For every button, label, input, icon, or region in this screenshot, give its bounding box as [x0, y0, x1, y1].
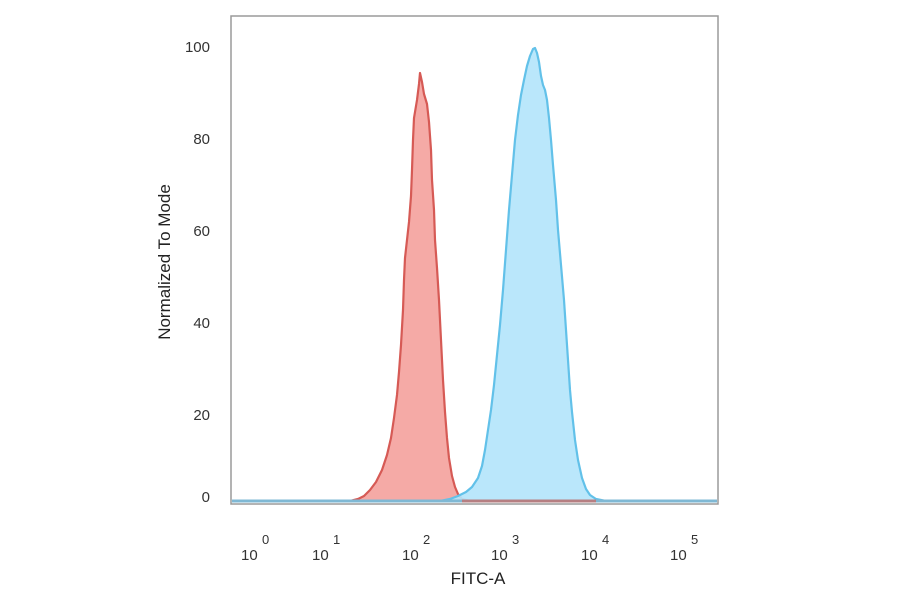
x-tick-exp: 5	[691, 532, 698, 547]
x-tick-10-0: 10 0	[241, 532, 269, 564]
x-tick-base: 10	[581, 547, 598, 564]
y-tick-label: 40	[193, 315, 210, 332]
x-tick-exp: 2	[423, 532, 430, 547]
control-histogram-area	[348, 71, 472, 503]
stained-histogram-area	[438, 46, 608, 503]
x-tick-exp: 1	[333, 532, 340, 547]
y-tick-label: 100	[185, 39, 210, 56]
plot-frame	[230, 15, 719, 505]
x-tick-base: 10	[670, 547, 687, 564]
x-tick-10-4: 10 4	[581, 532, 609, 564]
x-tick-base: 10	[402, 547, 419, 564]
x-tick-10-1: 10 1	[312, 532, 340, 564]
x-tick-base: 10	[491, 547, 508, 564]
x-tick-exp: 3	[512, 532, 519, 547]
x-tick-exp: 4	[602, 532, 609, 547]
y-tick-label: 0	[202, 489, 210, 506]
x-axis-title: FITC-A	[451, 569, 506, 588]
y-tick-label: 20	[193, 407, 210, 424]
y-tick-label: 80	[193, 131, 210, 148]
x-tick-exp: 0	[262, 532, 269, 547]
x-tick-base: 10	[312, 547, 329, 564]
y-tick-label: 60	[193, 223, 210, 240]
x-tick-base: 10	[241, 547, 258, 564]
x-tick-10-5: 10 5	[670, 532, 698, 564]
x-tick-10-2: 10 2	[402, 532, 430, 564]
x-tick-10-3: 10 3	[491, 532, 519, 564]
y-axis-title: Normalized To Mode	[155, 184, 174, 340]
